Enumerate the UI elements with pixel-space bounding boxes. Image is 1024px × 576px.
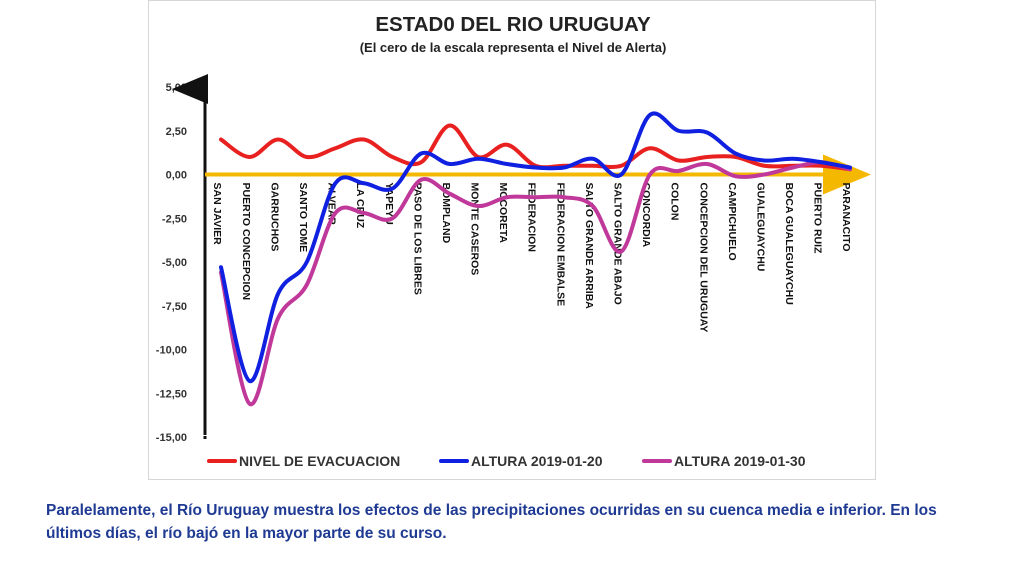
category-label: GARRUCHOS [268, 183, 280, 252]
legend-label: ALTURA 2019-01-20 [471, 453, 603, 469]
category-label: YAPEYU [383, 183, 395, 225]
y-tick-label: 2,50 [166, 126, 187, 138]
series-line-3 [219, 160, 852, 406]
y-tick-label: -10,00 [156, 345, 187, 357]
category-label: BOCA GUALEGUAYCHU [783, 183, 795, 305]
y-tick-label: 5,00 [166, 82, 187, 94]
y-tick-label: -2,50 [162, 213, 187, 225]
series-lines [219, 111, 852, 406]
category-label: SALTO GRANDE ABAJO [611, 183, 623, 305]
category-label: CONCORDIA [640, 183, 652, 248]
category-label: BOMPLAND [440, 183, 452, 244]
chart-title: ESTAD0 DEL RIO URUGUAY [375, 13, 651, 36]
category-label: MONTE CASEROS [469, 183, 481, 276]
category-label: SAN JAVIER [211, 183, 223, 246]
category-label: SANTO TOME [297, 183, 309, 253]
y-tick-labels: 5,00 2,50 0,00 -2,50 -5,00 -7,50 -10,00 -12,50 -… [156, 82, 187, 444]
category-label: LA CRUZ [354, 183, 366, 229]
category-label: PUERTO RUIZ [812, 183, 824, 255]
category-label: FEDERACION [526, 183, 538, 252]
category-label: CONCEPCION DEL URUGUAY [697, 183, 709, 333]
series-line-2 [219, 111, 852, 384]
y-tick-label: 0,00 [166, 170, 187, 182]
chart-frame: ESTAD0 DEL RIO URUGUAY (El cero de la es… [148, 0, 876, 480]
chart-subtitle: (El cero de la escala representa el Nive… [360, 40, 667, 55]
y-tick-label: -7,50 [162, 301, 187, 313]
category-label: PARANACITO [840, 183, 852, 252]
category-label: CAMPICHUELO [726, 183, 738, 261]
legend: NIVEL DE EVACUACION ALTURA 2019-01-20 ALTU… [207, 453, 806, 469]
legend-label: ALTURA 2019-01-30 [674, 453, 806, 469]
category-label: SALTO GRANDE ARRIBA [583, 183, 595, 310]
caption-text: Paralelamente, el Río Uruguay muestra lo… [46, 502, 937, 542]
category-label: GUALEGUAYCHU [754, 183, 766, 272]
category-label: FEDERACION EMBALSE [554, 183, 566, 307]
y-tick-label: -15,00 [156, 432, 187, 444]
y-tick-label: -5,00 [162, 257, 187, 269]
category-label: COLON [669, 183, 681, 221]
chart-svg: ESTAD0 DEL RIO URUGUAY (El cero de la es… [156, 13, 871, 469]
category-label: PUERTO CONCEPCION [240, 183, 252, 301]
legend-label: NIVEL DE EVACUACION [239, 453, 400, 469]
series-line-1 [219, 123, 852, 172]
category-label: PASO DE LOS LIBRES [411, 183, 423, 295]
y-tick-label: -12,50 [156, 388, 187, 400]
category-label: MOCORETA [497, 183, 509, 244]
